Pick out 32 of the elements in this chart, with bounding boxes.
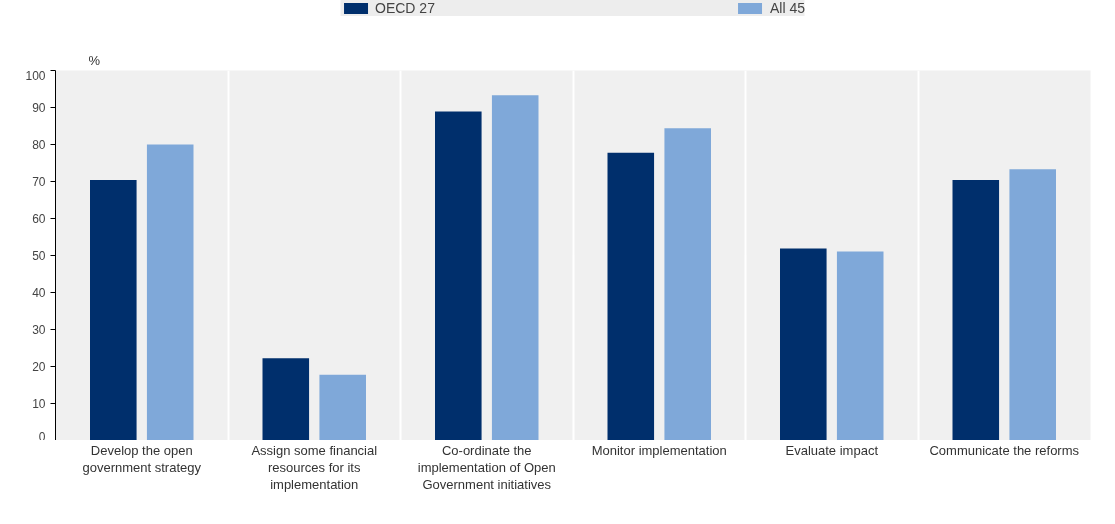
y-tick-label: 20 — [32, 360, 46, 374]
y-tick-label: 100 — [25, 68, 46, 83]
x-tick-label: Develop the open government strategy — [82, 442, 202, 475]
y-tick-label: 30 — [32, 323, 46, 337]
x-tick-label: Evaluate impact — [785, 442, 879, 458]
x-tick-label: Co-ordinate the implementation of Open Government initiatives — [417, 442, 556, 493]
bar — [607, 152, 655, 440]
bar — [90, 180, 137, 440]
bar — [1009, 169, 1056, 440]
y-axis-title: % — [88, 52, 101, 68]
y-tick-label: 80 — [32, 138, 46, 152]
y-tick-label: 0 — [38, 429, 46, 444]
y-tick-label: 90 — [32, 101, 46, 115]
bar — [262, 358, 310, 440]
bar — [319, 374, 366, 440]
bar — [664, 128, 711, 440]
y-tick-label: 40 — [32, 286, 46, 300]
x-tick-label: Communicate the reforms — [929, 442, 1080, 458]
x-tick-label: Assign some financial resources for its implementation — [251, 442, 378, 493]
bar — [491, 95, 539, 440]
bar — [146, 144, 194, 440]
y-tick-label: 50 — [32, 249, 46, 263]
y-tick-label: 60 — [32, 212, 46, 226]
bar — [836, 251, 884, 440]
bar — [952, 180, 1000, 440]
x-tick-label: Monitor implementation — [591, 442, 727, 458]
bar — [780, 248, 827, 440]
y-tick-label: 10 — [32, 397, 46, 411]
legend-label: OECD 27 — [375, 0, 435, 16]
legend-label: All 45 — [769, 0, 805, 16]
bar — [435, 111, 482, 440]
y-tick-label: 70 — [32, 175, 46, 189]
